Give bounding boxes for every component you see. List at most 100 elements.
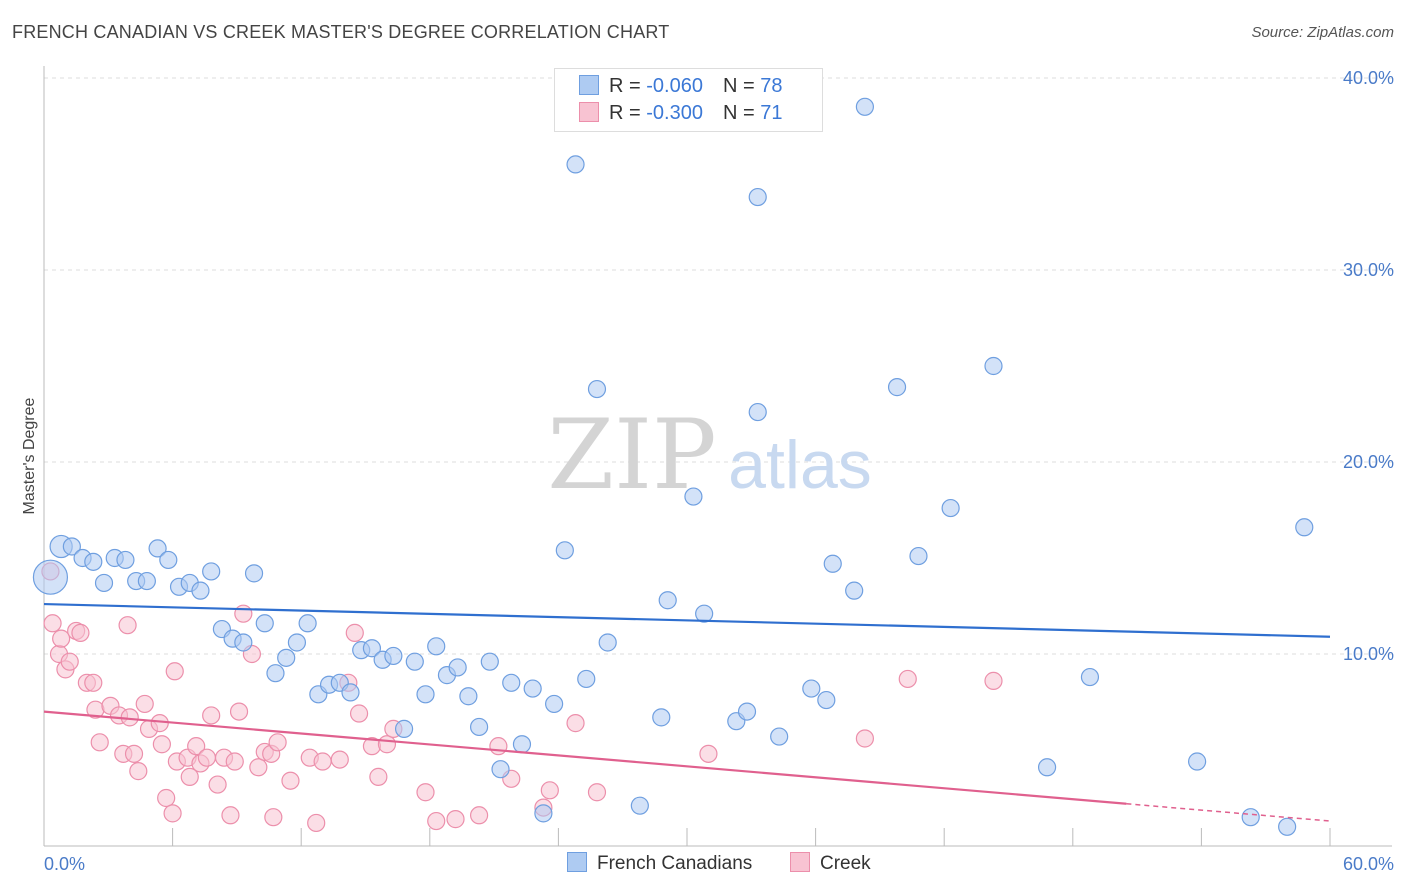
creek-point <box>264 808 283 827</box>
french-canadian-point <box>598 633 617 652</box>
creek-point <box>225 752 244 771</box>
legend-n-label: N = <box>722 75 761 97</box>
french-canadian-point <box>159 550 178 570</box>
bottom-legend-creek[interactable]: Creek <box>790 852 871 875</box>
creek-point <box>377 735 397 754</box>
legend-swatch-blue <box>579 75 599 95</box>
french-canadian-point <box>941 498 960 518</box>
french-canadian-point <box>984 356 1003 376</box>
creek-point <box>369 767 388 786</box>
creek-point <box>345 623 364 642</box>
stats-legend: R = -0.060 N = 78 R = -0.300 N = 71 <box>554 68 823 132</box>
french-canadian-point <box>148 539 167 558</box>
french-canadian-point <box>448 658 467 677</box>
creek-point <box>416 783 435 802</box>
french-canadian-point <box>298 614 317 633</box>
y-tick-label: 40.0% <box>1343 68 1394 88</box>
french-canadian-point <box>658 591 677 610</box>
source-label: Source: ZipAtlas.com <box>1251 24 1394 41</box>
watermark: ZIP atlas <box>547 399 871 511</box>
legend-r-value: -0.060 <box>646 75 703 97</box>
creek-point <box>540 781 559 800</box>
creek-point <box>157 788 176 808</box>
french-canadian-point <box>855 97 874 116</box>
french-canadian-point <box>480 652 499 671</box>
french-canadian-point <box>341 683 360 702</box>
french-canadian-point <box>823 554 842 573</box>
french-canadian-point <box>1188 752 1207 771</box>
french-canadian-point <box>234 633 253 652</box>
french-canadian-point <box>695 604 714 623</box>
creek-point <box>197 748 216 767</box>
watermark-atlas: atlas <box>728 427 872 503</box>
french-canadian-point <box>116 550 135 570</box>
french-canadian-point <box>191 581 210 600</box>
creek-point <box>268 733 287 752</box>
french-canadian-point <box>459 687 478 706</box>
creek-point <box>469 806 489 825</box>
axes <box>43 66 1392 847</box>
creek-point <box>84 673 103 692</box>
legend-row-french-canadians: R = -0.060 N = 78 <box>579 75 782 99</box>
french-canadian-point <box>1241 808 1260 827</box>
french-canadian-point <box>587 379 607 399</box>
creek-point <box>313 752 332 771</box>
creek-point <box>208 775 227 794</box>
creek-point <box>187 737 206 756</box>
creek-point <box>60 652 79 671</box>
x-tick-label: 0.0% <box>44 854 85 874</box>
french-canadian-point <box>202 562 221 581</box>
creek-point <box>180 767 199 786</box>
creek-trend-line-extension <box>1126 803 1331 822</box>
creek-point <box>165 662 184 681</box>
french-canadian-point <box>94 573 114 593</box>
creek-point <box>163 804 182 823</box>
creek-point <box>71 623 90 642</box>
french-canadian-point <box>1295 518 1314 537</box>
french-canadian-point <box>817 690 836 710</box>
french-canadian-point <box>405 652 424 671</box>
creek-point <box>699 744 718 763</box>
bottom-legend-french-canadians[interactable]: French Canadians <box>567 852 752 875</box>
french-canadian-point <box>909 546 928 566</box>
creek-point <box>855 729 874 748</box>
french-canadian-point <box>845 581 864 600</box>
creek-point <box>281 771 300 790</box>
creek-point <box>90 733 109 752</box>
legend-n-label: N = <box>722 102 761 124</box>
y-axis-label: Master's Degree <box>21 397 38 514</box>
bottom-legend-label: French Canadians <box>597 853 753 874</box>
french-canadian-point <box>566 155 585 174</box>
creek-point <box>118 616 137 635</box>
french-canadian-point <box>62 537 81 556</box>
creek-points <box>41 562 1003 833</box>
trend-lines <box>43 602 1331 822</box>
y-tick-label: 10.0% <box>1343 644 1394 664</box>
french-canadian-point <box>802 679 821 698</box>
creek-trend-line <box>43 710 1127 805</box>
french-canadian-point <box>737 702 757 721</box>
legend-n-value: 71 <box>760 102 783 124</box>
french-canadian-point <box>770 727 789 746</box>
legend-n-value: 78 <box>760 75 783 97</box>
french-canadian-point <box>394 719 414 738</box>
creek-point <box>446 810 465 829</box>
french-canadian-point <box>244 564 264 583</box>
creek-point <box>984 671 1003 690</box>
french-canadian-point <box>512 735 532 754</box>
creek-point <box>124 744 144 763</box>
legend-r-label: R = <box>609 102 647 124</box>
legend-row-creek: R = -0.300 N = 71 <box>579 102 782 126</box>
french-canadian-point <box>32 559 69 595</box>
creek-point <box>221 806 240 825</box>
french-canadian-point <box>545 694 564 714</box>
french-canadian-point <box>266 664 285 683</box>
creek-point <box>489 737 508 756</box>
french-canadian-point <box>427 637 446 656</box>
french-canadian-point <box>502 673 521 692</box>
bottom-legend-swatch-blue <box>567 852 587 872</box>
french-canadian-point <box>684 487 703 506</box>
creek-point <box>249 758 268 777</box>
french-canadian-point <box>523 679 542 698</box>
